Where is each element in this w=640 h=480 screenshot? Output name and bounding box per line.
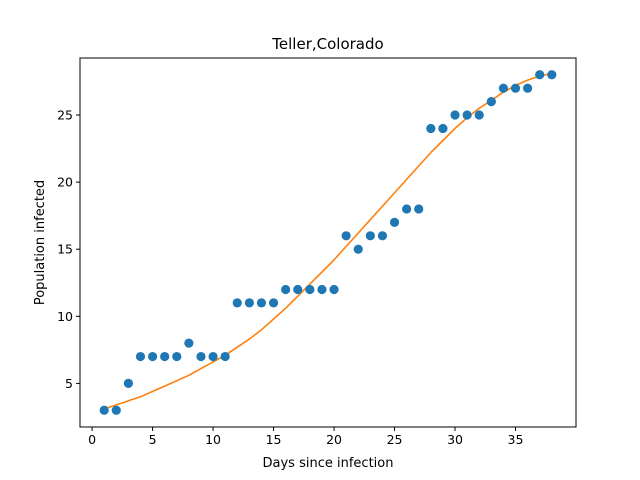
- data-point: [244, 298, 254, 308]
- fit-line-layer: [103, 72, 552, 410]
- data-point: [147, 351, 158, 362]
- data-point: [135, 351, 146, 362]
- data-point: [486, 97, 496, 107]
- data-point: [365, 231, 375, 241]
- axes-frame: [79, 57, 577, 428]
- data-point: [523, 83, 533, 93]
- data-point: [123, 378, 133, 388]
- data-point: [389, 217, 400, 227]
- data-point: [414, 204, 424, 214]
- fit-line: [103, 72, 552, 410]
- x-axis-label: Days since infection: [263, 456, 394, 471]
- data-point: [184, 338, 194, 348]
- y-tick-label: 20: [57, 175, 73, 190]
- y-ticks: 5 10 15 20 25: [57, 108, 80, 391]
- data-point: [535, 70, 545, 80]
- data-point: [111, 405, 121, 415]
- x-tick-label: 25: [387, 432, 403, 447]
- y-tick-label: 15: [57, 242, 73, 257]
- x-ticks: 0 5 10 15 20 25 30 35: [88, 427, 523, 447]
- data-point: [281, 284, 291, 295]
- data-point: [498, 83, 509, 93]
- data-point: [172, 351, 182, 362]
- x-tick-label: 10: [205, 432, 221, 447]
- data-point: [160, 351, 170, 362]
- chart-title: Teller,Colorado: [271, 35, 383, 53]
- data-point: [208, 351, 218, 362]
- x-tick-label: 30: [447, 432, 463, 447]
- data-point: [426, 123, 436, 134]
- data-point: [450, 110, 460, 120]
- data-point: [256, 298, 267, 308]
- data-point: [329, 284, 339, 295]
- x-tick-label: 35: [508, 432, 524, 447]
- data-point: [510, 83, 521, 93]
- y-tick-label: 10: [57, 309, 73, 324]
- data-point: [547, 70, 557, 80]
- data-point: [353, 244, 363, 254]
- data-point: [268, 298, 279, 308]
- data-point: [402, 204, 412, 214]
- plot-area: [80, 58, 576, 427]
- data-point: [305, 284, 315, 295]
- data-point: [196, 351, 206, 362]
- data-point: [474, 110, 484, 120]
- points-layer: [99, 70, 557, 415]
- data-point: [341, 231, 351, 241]
- y-tick-label: 5: [65, 376, 73, 391]
- x-tick-label: 0: [88, 432, 96, 447]
- x-tick-label: 15: [266, 432, 282, 447]
- data-point: [220, 351, 230, 362]
- x-tick-label: 5: [149, 432, 157, 447]
- data-point: [377, 231, 388, 241]
- data-point: [317, 284, 327, 295]
- y-tick-label: 25: [57, 108, 73, 123]
- data-point: [438, 123, 448, 134]
- x-tick-label: 20: [326, 432, 342, 447]
- y-axis-label: Population infected: [33, 180, 48, 305]
- data-point: [99, 405, 109, 415]
- data-point: [293, 284, 303, 295]
- data-point: [232, 298, 242, 308]
- data-point: [462, 110, 472, 120]
